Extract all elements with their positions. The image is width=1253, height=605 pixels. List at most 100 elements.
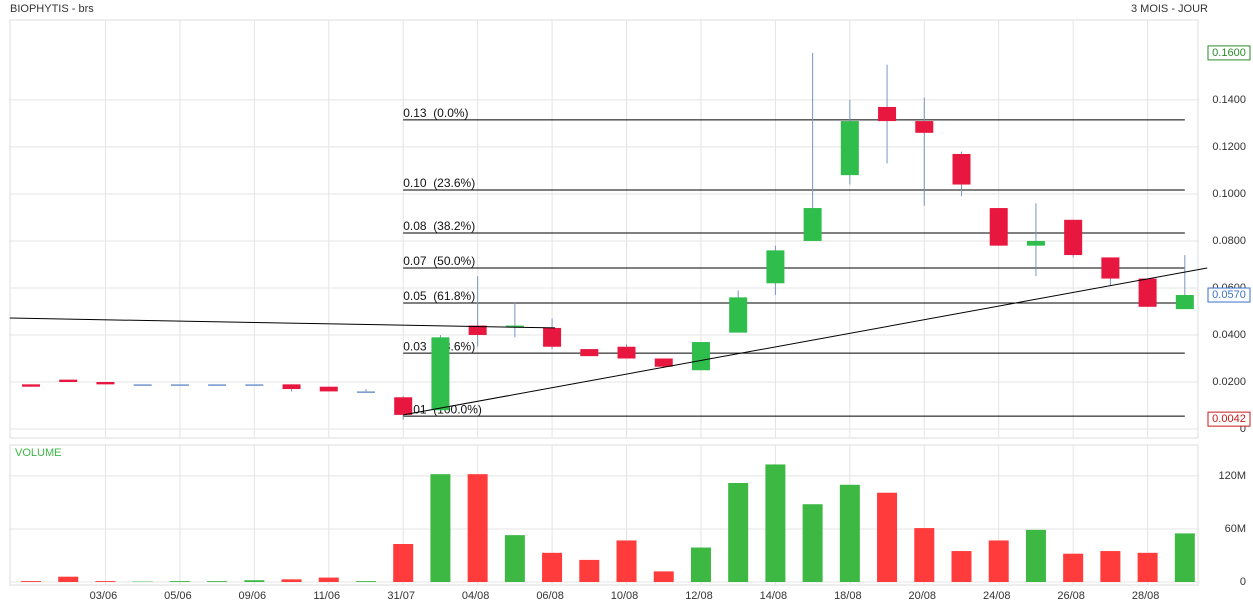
volume-bar xyxy=(95,581,116,582)
fib-percent: (61.8%) xyxy=(433,289,475,303)
candle-body xyxy=(505,325,524,328)
x-tick-label: 10/08 xyxy=(611,590,639,602)
fib-label: 0.08 xyxy=(403,219,427,233)
candle-body xyxy=(1175,295,1194,310)
volume-bar xyxy=(690,547,711,582)
price-marker-label: 0.0042 xyxy=(1212,413,1246,425)
candle-body xyxy=(468,325,487,335)
y-tick-label: 0.0800 xyxy=(1212,235,1246,247)
volume-bar xyxy=(951,551,972,582)
x-tick-label: 03/06 xyxy=(90,590,118,602)
volume-bar xyxy=(281,579,302,582)
candle-body xyxy=(654,358,673,367)
candle-body xyxy=(1138,278,1157,307)
x-tick-label: 20/08 xyxy=(909,590,937,602)
candle-body xyxy=(208,384,227,386)
x-tick-label: 04/08 xyxy=(462,590,490,602)
x-tick-label: 26/08 xyxy=(1057,590,1085,602)
candle-body xyxy=(1101,257,1120,279)
candle-body xyxy=(22,384,40,387)
candle-body xyxy=(282,384,301,390)
price-panel xyxy=(9,19,1199,439)
candle-body xyxy=(840,121,859,176)
price-marker-label: 0.0570 xyxy=(1212,289,1246,301)
y-tick-label: 0.0200 xyxy=(1212,376,1246,388)
volume-tick-label: 60M xyxy=(1225,523,1246,535)
volume-tick-label: 0 xyxy=(1240,576,1246,588)
candle-body xyxy=(617,346,636,359)
candle-body xyxy=(394,397,413,415)
fib-percent: (0.0%) xyxy=(433,106,468,120)
volume-bar xyxy=(467,474,488,582)
period-label: 3 MOIS - JOUR xyxy=(1131,3,1208,15)
price-marker-box xyxy=(1207,45,1251,61)
x-tick-label: 14/08 xyxy=(760,590,788,602)
candle-body xyxy=(245,384,264,386)
candle-body xyxy=(319,386,338,392)
trendline xyxy=(9,317,556,329)
fib-label: 0.10 xyxy=(403,176,427,190)
volume-tick-label: 120M xyxy=(1218,470,1246,482)
volume-bar xyxy=(1137,552,1158,582)
candle-body xyxy=(729,297,748,333)
price-marker-box xyxy=(1207,287,1251,303)
volume-bar xyxy=(802,504,823,582)
volume-bar xyxy=(504,535,525,582)
x-tick-label: 24/08 xyxy=(983,590,1011,602)
y-tick-label: 0.1400 xyxy=(1212,94,1246,106)
candle-body xyxy=(431,337,450,411)
volume-bar xyxy=(765,464,786,582)
candle-body xyxy=(989,208,1008,246)
volume-bar xyxy=(1100,551,1121,582)
fib-percent: (38.2%) xyxy=(433,219,475,233)
fib-percent: (50.0%) xyxy=(433,254,475,268)
volume-bar xyxy=(988,540,1009,582)
candle-body xyxy=(580,349,599,357)
x-tick-label: 09/06 xyxy=(239,590,267,602)
x-tick-label: 12/08 xyxy=(685,590,713,602)
volume-panel xyxy=(9,444,1199,586)
volume-bar xyxy=(1063,553,1084,582)
candle-body xyxy=(766,250,785,284)
trendline xyxy=(403,267,1208,416)
candle-body xyxy=(133,384,152,386)
fib-label: 0.03 xyxy=(403,339,427,353)
x-tick-label: 11/06 xyxy=(313,590,340,602)
candle-body xyxy=(1026,240,1045,246)
x-tick-label: 05/06 xyxy=(164,590,192,602)
y-tick-label: 0.0400 xyxy=(1212,329,1246,341)
candle-body xyxy=(952,153,971,185)
price-marker-box xyxy=(1207,411,1251,427)
x-tick-label: 28/08 xyxy=(1132,590,1160,602)
candle-body xyxy=(96,381,115,385)
candle-body xyxy=(691,342,710,371)
candle-body xyxy=(170,384,189,386)
fib-label: 0.05 xyxy=(403,289,427,303)
volume-bar xyxy=(1174,533,1195,582)
volume-bar xyxy=(355,581,376,582)
candle-body xyxy=(59,379,78,382)
volume-bar xyxy=(542,552,563,582)
volume-bar xyxy=(728,483,749,582)
volume-bar xyxy=(58,576,79,582)
volume-title: VOLUME xyxy=(15,447,61,459)
volume-bar xyxy=(616,540,637,582)
volume-bar xyxy=(653,571,674,582)
x-tick-label: 18/08 xyxy=(834,590,862,602)
volume-bar xyxy=(207,581,228,582)
candle-body xyxy=(543,327,562,347)
volume-bar xyxy=(21,581,41,582)
x-tick-label: 31/07 xyxy=(387,590,415,602)
candle-body xyxy=(803,208,822,241)
volume-bar xyxy=(839,484,860,582)
y-tick-label: 0.1200 xyxy=(1212,141,1246,153)
volume-bar xyxy=(393,543,414,582)
y-tick-label: 0 xyxy=(1240,423,1246,435)
candle-body xyxy=(915,121,934,133)
volume-bar xyxy=(914,528,935,582)
volume-bar xyxy=(579,559,600,582)
volume-bar xyxy=(169,581,190,582)
fib-label: 0.13 xyxy=(403,106,427,120)
volume-bar xyxy=(318,577,339,582)
